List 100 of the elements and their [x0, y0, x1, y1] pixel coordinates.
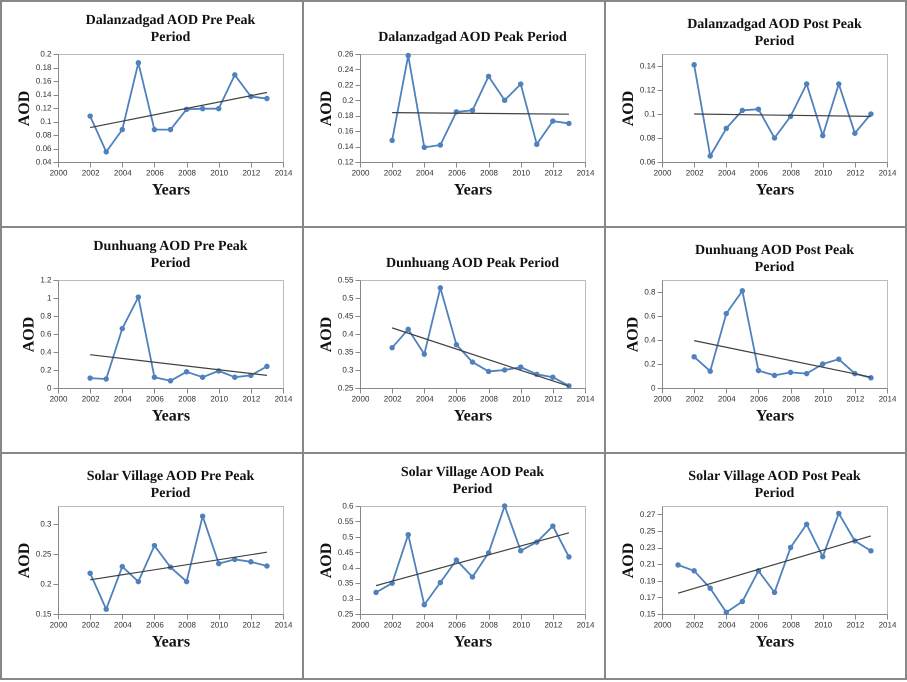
point — [820, 554, 826, 560]
point — [136, 578, 142, 584]
x-tick-label: 2002 — [686, 620, 704, 630]
point — [87, 570, 93, 576]
x-tick-label: 2014 — [576, 620, 595, 630]
point — [852, 130, 858, 136]
point — [184, 369, 190, 375]
point — [232, 374, 238, 380]
y-tick-label: 0.55 — [338, 516, 354, 526]
point — [87, 113, 93, 119]
point — [438, 580, 444, 586]
y-tick-label: 0.15 — [36, 610, 52, 618]
point — [120, 326, 126, 332]
x-tick-label: 2008 — [178, 168, 197, 178]
point — [675, 562, 681, 568]
point — [264, 563, 270, 569]
y-tick-label: 0.1 — [40, 117, 52, 126]
x-tick-label: 2010 — [210, 394, 229, 404]
y-tick-label: 0.6 — [644, 312, 656, 320]
y-tick-label: 0.06 — [36, 144, 52, 153]
point — [438, 142, 444, 148]
point — [550, 523, 556, 529]
y-tick-label: 0.14 — [338, 142, 354, 152]
point — [836, 510, 842, 516]
point — [87, 375, 93, 381]
x-tick-label: 2006 — [750, 620, 768, 630]
x-tick-label: 2012 — [846, 620, 865, 630]
x-tick-label: 2012 — [544, 168, 563, 178]
point — [216, 560, 222, 566]
y-tick-label: 0.21 — [640, 560, 656, 569]
point — [152, 126, 158, 132]
y-tick-label: 0.17 — [640, 592, 656, 602]
x-tick-label: 2010 — [814, 620, 833, 630]
point — [836, 81, 842, 87]
x-tick-label: 2008 — [480, 620, 499, 630]
point — [486, 74, 492, 80]
x-tick-label: 2008 — [178, 394, 197, 404]
x-axis-title: Years — [152, 634, 190, 650]
point — [804, 370, 810, 376]
y-tick-label: 0.45 — [338, 312, 354, 320]
point — [691, 354, 697, 360]
x-tick-label: 2012 — [846, 168, 865, 178]
x-tick-label: 2012 — [242, 168, 261, 178]
y-tick-label: 0.35 — [338, 578, 354, 588]
x-axis-title: Years — [152, 182, 190, 198]
point — [120, 564, 126, 570]
x-tick-label: 2012 — [846, 394, 865, 404]
point — [502, 98, 508, 104]
x-tick-label: 2004 — [718, 394, 736, 404]
y-axis-title: AOD — [16, 90, 33, 126]
y-tick-label: 0.55 — [338, 276, 354, 284]
point — [264, 364, 270, 370]
y-tick-label: 0.4 — [342, 330, 354, 338]
x-tick-label: 2006 — [448, 620, 466, 630]
x-tick-label: 2002 — [82, 620, 100, 630]
chart-title: Solar Village AOD Pre Peak Period — [86, 469, 254, 501]
y-tick-label: 0.6 — [342, 502, 354, 510]
y-axis-title: AOD — [620, 542, 637, 578]
y-tick-label: 0.1 — [644, 110, 656, 118]
point — [200, 513, 206, 519]
point — [103, 376, 109, 382]
x-tick-label: 2006 — [750, 168, 768, 178]
y-tick-label: 0.2 — [342, 96, 354, 105]
point — [756, 368, 762, 374]
x-tick-label: 2010 — [512, 394, 531, 404]
y-tick-label: 0.6 — [40, 330, 52, 338]
point — [691, 62, 697, 68]
chart-title: Dalanzadgad AOD Pre Peak Period — [86, 13, 256, 45]
y-tick-label: 0.22 — [338, 80, 354, 90]
y-tick-label: 0.04 — [36, 158, 52, 166]
point — [438, 285, 444, 291]
y-tick-label: 1.2 — [40, 276, 52, 284]
chart-title: Dalanzadgad AOD Post Peak Period — [687, 17, 862, 49]
point — [868, 548, 874, 554]
y-tick-label: 0.5 — [342, 294, 354, 302]
x-tick-label: 2008 — [782, 168, 801, 178]
y-tick-label: 0.12 — [640, 86, 656, 94]
point — [724, 126, 730, 132]
point — [740, 288, 746, 294]
y-tick-label: 0.4 — [342, 563, 354, 572]
y-tick-label: 0.3 — [342, 594, 354, 604]
y-tick-label: 0.14 — [640, 62, 656, 70]
point — [248, 559, 254, 565]
x-tick-label: 2002 — [384, 394, 402, 404]
y-tick-label: 0.18 — [338, 111, 354, 120]
point — [470, 574, 476, 580]
x-tick-label: 2008 — [480, 168, 499, 178]
x-tick-label: 2006 — [448, 394, 466, 404]
y-axis-title: AOD — [318, 90, 335, 126]
y-tick-label: 0.8 — [644, 288, 656, 296]
y-tick-label: 0.4 — [644, 336, 656, 344]
point — [518, 364, 524, 370]
point — [103, 149, 109, 155]
x-tick-label: 2010 — [512, 620, 531, 630]
point — [518, 81, 524, 87]
point — [373, 590, 379, 596]
x-tick-label: 2002 — [82, 168, 100, 178]
point — [184, 578, 190, 584]
point — [136, 294, 142, 300]
x-tick-label: 2004 — [416, 394, 434, 404]
